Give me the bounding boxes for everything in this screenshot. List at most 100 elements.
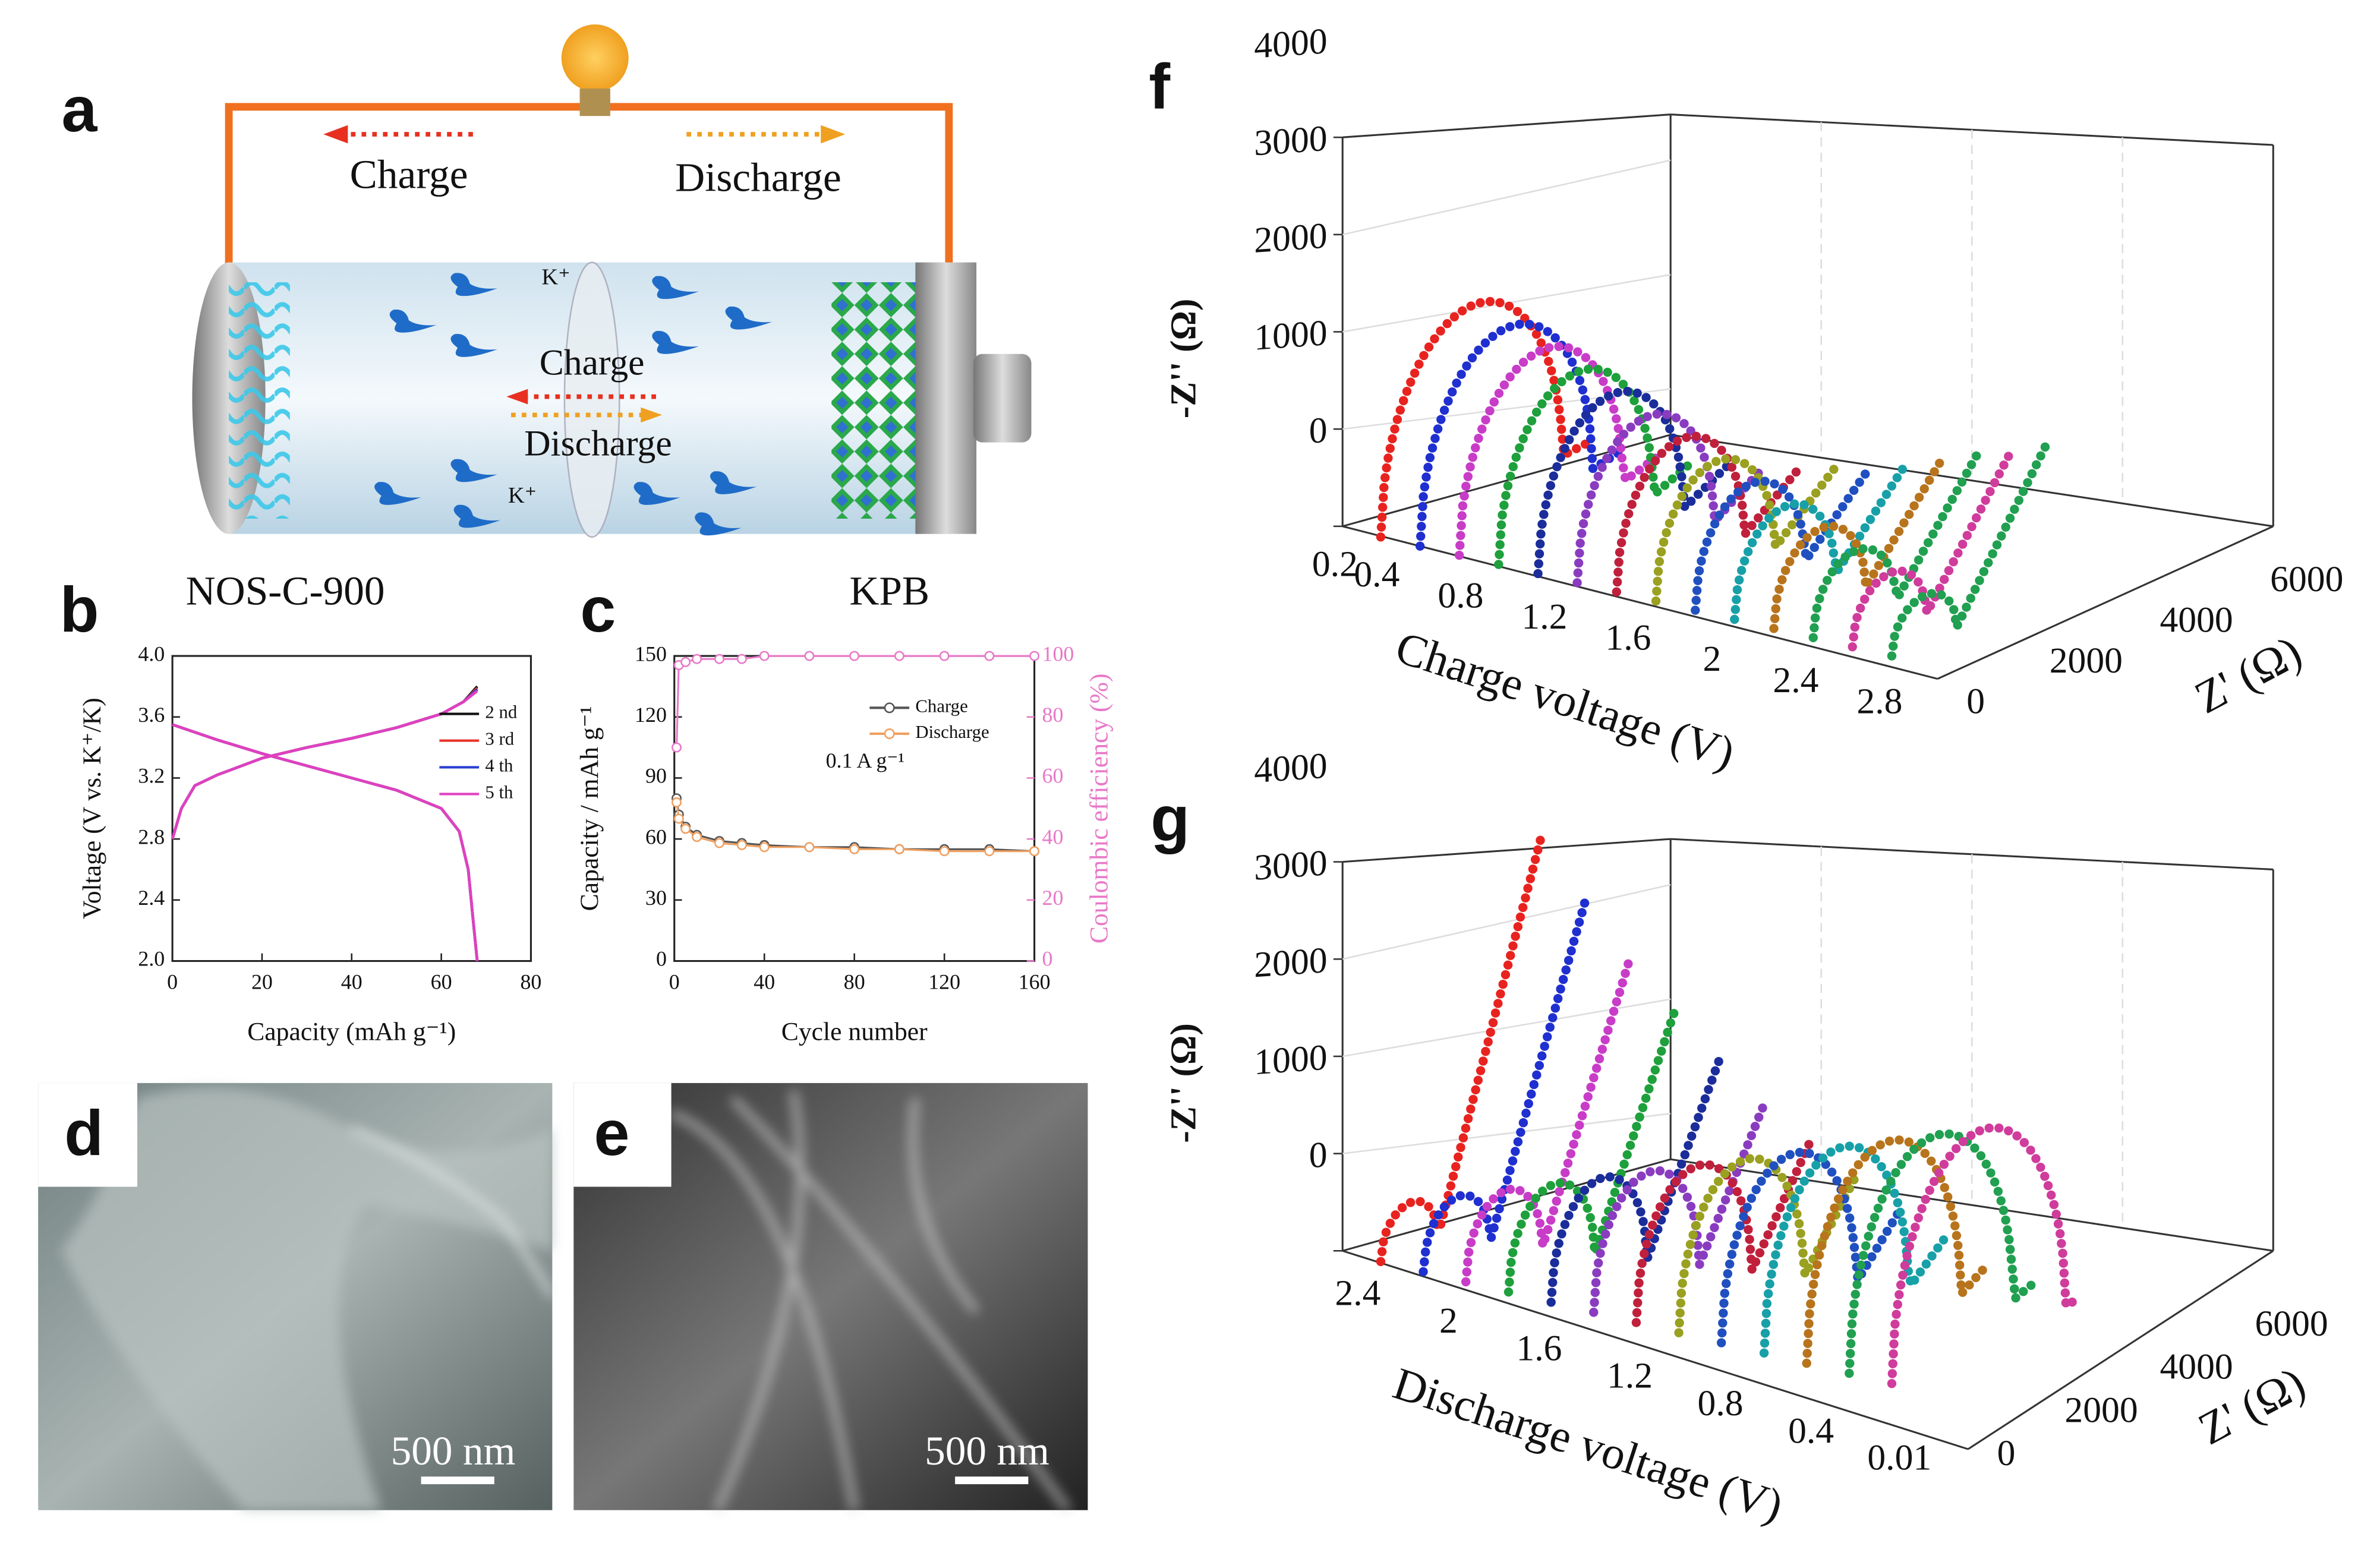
y-tick-label: 90 (645, 764, 667, 788)
chart-title: KPB (849, 567, 929, 613)
y2-axis-label: Coulombic efficiency (%) (1085, 673, 1114, 943)
axis-frame (1342, 113, 1671, 138)
y2-tick-label: 0 (1042, 947, 1052, 971)
z-tick-label: 4000 (1254, 746, 1327, 791)
scale-label: 500 nm (391, 1428, 516, 1473)
legend-label: Charge (915, 696, 967, 716)
x-tick-label: 0.4 (1788, 1410, 1834, 1451)
x-tick-label: 80 (520, 970, 541, 993)
y-tick-label: 30 (645, 886, 667, 910)
panel-a: a Charge Discharge K⁺ K⁺ Charge Discharg… (62, 24, 1032, 538)
point (984, 846, 995, 857)
y-tick-label: 0 (656, 947, 667, 971)
label: Charge (540, 342, 645, 383)
depth-tick-label: 2000 (2064, 1390, 2138, 1430)
y-tick-label: 60 (645, 825, 667, 848)
sheet (670, 1090, 1071, 1513)
y-tick-label: 150 (635, 642, 667, 665)
y-tick-label: 120 (635, 703, 667, 727)
panel-label: c (580, 573, 616, 645)
point (759, 842, 770, 853)
legend-label: 2 nd (485, 702, 517, 722)
z-tick-label: 1000 (1254, 313, 1327, 358)
point (849, 844, 860, 854)
y2-tick-label: 20 (1042, 886, 1063, 910)
arrowhead (506, 389, 528, 405)
point (804, 651, 815, 661)
arrowhead (641, 407, 663, 423)
axis-frame (1937, 525, 2274, 680)
impedance-curve (1759, 1141, 1949, 1358)
y2-tick-label: 80 (1042, 703, 1063, 727)
x-tick-label: 20 (251, 970, 273, 993)
impedance-curve (1454, 342, 1664, 560)
separator (563, 261, 620, 538)
depth-tick-label: 0 (1966, 681, 1985, 721)
impedance-curve (1631, 1137, 1815, 1327)
impedance-curve (1461, 949, 1636, 1287)
axis-frame (1342, 525, 1938, 680)
legend-label: 3 rd (485, 729, 514, 749)
x-tick-label: 2.8 (1856, 681, 1902, 721)
impedance-curve (1887, 437, 2053, 661)
z-tick-label: 0 (1309, 1134, 1328, 1176)
z-tick-label: 2000 (1254, 940, 1327, 986)
legend-marker (884, 702, 895, 714)
point (894, 844, 904, 854)
label: Discharge (524, 423, 672, 463)
impedance-curve (1716, 1147, 1905, 1347)
x-tick-label: 0.8 (1438, 576, 1483, 616)
point (714, 654, 724, 664)
panel-label: e (594, 1097, 630, 1169)
impedance-curve (1503, 1003, 1681, 1297)
chart-title: NOS-C-900 (186, 567, 385, 613)
axis-frame (1967, 1250, 2274, 1450)
scale-bar (421, 1476, 494, 1485)
annotation: 0.1 A g⁻¹ (826, 749, 905, 772)
panel-d: d 500 nm (38, 1083, 554, 1510)
impedance-curve (1845, 1129, 2039, 1378)
depth-axis-label: Z' (Ω) (2186, 626, 2309, 724)
axis-frame (1342, 1158, 1671, 1252)
label: Charge (350, 151, 468, 197)
cap (915, 262, 977, 534)
x-tick-label: 0 (167, 970, 178, 993)
scale-bar (955, 1476, 1029, 1485)
plot-frame (171, 655, 532, 962)
point (692, 832, 702, 842)
x-axis-label: Capacity (mAh g⁻¹) (247, 1018, 456, 1046)
edge (350, 1126, 554, 1298)
depth-tick-label: 2000 (2050, 640, 2123, 681)
impedance-curve (1730, 459, 1911, 624)
y-tick-label: 2.8 (138, 825, 165, 848)
y2-tick-label: 60 (1042, 764, 1063, 788)
point (736, 840, 747, 850)
panel-label: f (1149, 51, 1171, 122)
x-axis-label: Charge voltage (V) (1390, 621, 1741, 779)
plot-frame (673, 655, 1036, 962)
impedance-curve (1415, 319, 1628, 551)
point (680, 823, 691, 834)
y2-tick-label: 100 (1042, 642, 1074, 665)
point (1029, 651, 1040, 661)
impedance-curve (1546, 1052, 1725, 1307)
depth-tick-label: 6000 (2270, 559, 2343, 599)
series-line (171, 688, 479, 961)
series-line (171, 687, 479, 961)
x-tick-label: 0 (669, 970, 680, 993)
impedance-curve (1848, 444, 2017, 652)
x-tick-label: 2 (1703, 639, 1722, 679)
legend-label: 4 th (485, 756, 513, 776)
bulb (561, 24, 629, 92)
y-tick-label: 3.6 (138, 703, 165, 727)
x-tick-label: 120 (928, 970, 960, 993)
label: Discharge (675, 154, 841, 200)
series-line (171, 685, 479, 961)
x-tick-label: 40 (754, 970, 775, 993)
x-tick-label: 160 (1019, 970, 1051, 993)
impedance-curve (1887, 1123, 2083, 1388)
x-tick-label: 40 (341, 970, 362, 993)
depth-tick-label: 6000 (2255, 1304, 2328, 1344)
impedance-curve (1802, 1135, 1994, 1368)
